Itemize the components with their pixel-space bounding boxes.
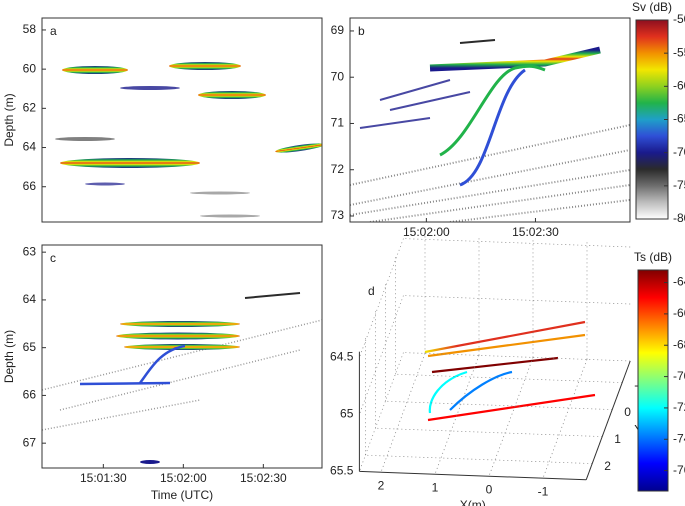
colorbar-tick-label: -70 (673, 369, 685, 383)
y-tick-label: 58 (23, 22, 37, 36)
wall-grid-line (359, 295, 404, 415)
y-tick-label: 62 (23, 101, 37, 115)
y-tick-label: 1 (614, 432, 621, 446)
colorbar-tick-label: -80 (673, 211, 685, 225)
y-axis (585, 360, 631, 480)
y-tick-label: 64 (23, 140, 37, 154)
colorbar (637, 269, 669, 492)
panel-label: a (50, 24, 57, 38)
colorbar-tick-label: -65 (673, 112, 685, 126)
colorbar-tick-label: -60 (673, 79, 685, 93)
z-tick-label: 65.5 (330, 464, 354, 478)
colorbar-tick-label: -70 (673, 145, 685, 159)
plot-frame (41, 244, 323, 469)
y-tick-label: 67 (23, 435, 37, 449)
echo-b (350, 39, 630, 222)
floor-grid-line (365, 454, 593, 464)
x-tick-label: 1 (432, 480, 439, 494)
tracks-d (424, 320, 596, 422)
x-tick-label: 0 (486, 482, 493, 496)
x-tick-label: 15:02:30 (240, 471, 287, 485)
colorbar (635, 19, 669, 220)
colorbar-tick-label: -76 (673, 463, 685, 477)
y-tick-label: 0 (624, 405, 631, 419)
panel-label: c (50, 251, 56, 265)
y-tick-label: 73 (331, 208, 345, 222)
panel-label: b (358, 24, 365, 38)
floor-grid-line (375, 427, 603, 437)
colorbar-tick-label: -75 (673, 178, 685, 192)
wall-grid-line (359, 352, 404, 472)
plot-frame (349, 17, 631, 223)
z-tick-label: 65 (340, 407, 354, 421)
floor-grid-line (542, 359, 588, 479)
y-tick-label: 60 (23, 61, 37, 75)
wall-grid-line (403, 295, 631, 305)
colorbar-tick-label: -74 (673, 431, 685, 445)
wall-grid-line (403, 352, 631, 362)
x-axis (359, 470, 587, 481)
y-tick-label: 72 (331, 162, 345, 176)
x-tick-label: 15:01:30 (80, 471, 127, 485)
floor-grid-line (380, 353, 426, 473)
wall-grid-line (359, 238, 404, 358)
y-tick-label: 64 (23, 292, 37, 306)
x-tick-label: 2 (378, 478, 385, 492)
colorbar-title: Ts (dB) (634, 250, 672, 264)
echo-c (42, 292, 322, 464)
panel-label: d (368, 284, 375, 298)
x-tick-label: 15:02:00 (403, 225, 450, 239)
colorbar-tick-label: -64 (673, 275, 685, 289)
colorbar-tick-label: -68 (673, 337, 685, 351)
floor-grid-line (395, 373, 623, 383)
y-tick-label: 63 (23, 244, 37, 258)
wall-grid-line (403, 238, 631, 248)
colorbar-title: Sv (dB) (632, 0, 672, 14)
y-tick-label: 66 (23, 179, 37, 193)
echo-a (55, 62, 322, 218)
y-tick-label: 65 (23, 340, 37, 354)
z-tick-label: 64.5 (330, 350, 354, 364)
x-axis-label: X(m) (460, 498, 486, 506)
x-axis-label: Time (UTC) (151, 488, 213, 502)
y-tick-label: 69 (331, 23, 345, 37)
colorbar-tick-label: -66 (673, 306, 685, 320)
y-tick-label: 2 (604, 459, 611, 473)
plot-frame (41, 17, 323, 223)
colorbar-tick-label: -72 (673, 400, 685, 414)
y-axis-label: Depth (m) (2, 93, 16, 146)
y-tick-label: 66 (23, 388, 37, 402)
x-tick-label: -1 (538, 484, 549, 498)
colorbar-tick-label: -50 (673, 12, 685, 26)
y-axis-label: Depth (m) (2, 330, 16, 383)
floor-grid-line (488, 357, 534, 477)
x-tick-label: 15:02:30 (512, 225, 559, 239)
y-tick-label: 70 (331, 69, 345, 83)
y-tick-label: 71 (331, 116, 345, 130)
x-tick-label: 15:02:00 (160, 471, 207, 485)
colorbar-tick-label: -55 (673, 45, 685, 59)
